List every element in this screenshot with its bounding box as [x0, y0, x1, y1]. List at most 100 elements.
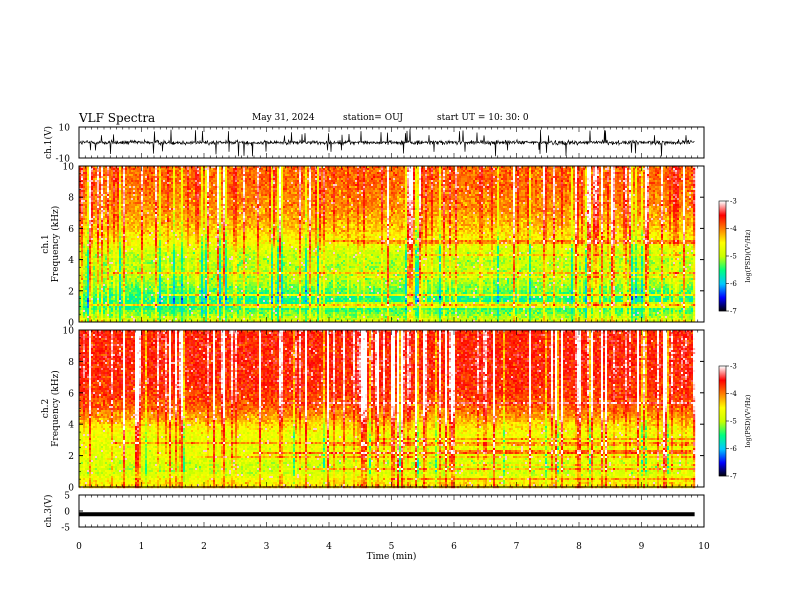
ch1-spectrogram-cell	[137, 304, 139, 306]
ch1-spectrogram-cell	[165, 288, 167, 290]
ch1-spectrogram-cell	[163, 270, 165, 272]
ch1-spectrogram-cell	[139, 218, 141, 220]
ch1-spectrogram-cell	[149, 244, 151, 246]
ch1-spectrogram-cell	[101, 244, 103, 246]
ch1-spectrogram-cell	[135, 282, 137, 284]
ch1-spectrogram-cell	[129, 246, 131, 248]
ch1-spectrogram-cell	[161, 230, 163, 232]
ch1-spectrogram-cell	[131, 316, 133, 318]
ch1-spectrogram-cell	[99, 280, 101, 282]
ch1-spectrogram-cell	[89, 252, 91, 254]
ch1-spectrogram-cell	[159, 292, 161, 294]
ch1-spectrogram-cell	[165, 280, 167, 282]
ch1-spectrogram-cell	[137, 274, 139, 276]
ch1-spectrogram-cell	[123, 272, 125, 274]
ch1-spectrogram-cell	[101, 226, 103, 228]
ch1-spectrogram-cell	[145, 244, 147, 246]
ch1-spectrogram-cell	[115, 202, 117, 204]
ch1-spectrogram-cell	[157, 254, 159, 256]
ch1-spectrogram-cell	[133, 240, 135, 242]
ch1-spectrogram-cell	[123, 300, 125, 302]
ch1-spectrogram-cell	[137, 192, 139, 194]
ch1-spectrogram-cell	[85, 252, 87, 254]
ch1-spectrogram-cell	[145, 224, 147, 226]
ch1-spectrogram-cell	[85, 258, 87, 260]
ch1-spectrogram-cell	[83, 308, 85, 310]
ch1-spectrogram-cell	[165, 174, 167, 176]
ch1-spectrogram-cell	[159, 278, 161, 280]
ch1-spectrogram-cell	[137, 200, 139, 202]
ch1-spectrogram-cell	[101, 188, 103, 190]
ch1-spectrogram-cell	[89, 198, 91, 200]
ch1-spectrogram-cell	[125, 234, 127, 236]
ch1-spectrogram-cell	[149, 224, 151, 226]
ch1-spectrogram-cell	[111, 234, 113, 236]
ch1-spectrogram-cell	[135, 284, 137, 286]
ch1-spectrogram-cell	[127, 230, 129, 232]
ch1-spectrogram-cell	[101, 304, 103, 306]
ch1-spectrogram-cell	[121, 288, 123, 290]
ch1-spectrogram-cell	[145, 292, 147, 294]
ch1-spectrogram-cell	[117, 318, 119, 320]
ch1-spectrogram-cell	[155, 186, 157, 188]
ch1-spectrogram-cell	[99, 266, 101, 268]
ch1-spectrogram-cell	[157, 242, 159, 244]
ch1-spectrogram-cell	[87, 310, 89, 312]
ch1-spectrogram-cell	[133, 170, 135, 172]
ch1-spectrogram-cell	[87, 252, 89, 254]
ch1-spectrogram-cell	[123, 206, 125, 208]
ch1-spectrogram-cell	[157, 232, 159, 234]
ch1-spectrogram-cell	[117, 240, 119, 242]
ch1-spectrogram-cell	[83, 242, 85, 244]
ch1-spectrogram-cell	[113, 208, 115, 210]
ch1-spectrogram-cell	[155, 204, 157, 206]
ch1-spectrogram-cell	[169, 254, 171, 256]
ch1-spectrogram-cell	[121, 316, 123, 318]
ch1-spectrogram-cell	[115, 252, 117, 254]
ch1-spectrogram-cell	[141, 274, 143, 276]
ch1-spectrogram-cell	[107, 220, 109, 222]
ch1-spectrogram-cell	[127, 310, 129, 312]
ch1-spectrogram-cell	[139, 268, 141, 270]
ch1-spectrogram-cell	[151, 228, 153, 230]
ch1-spectrogram-cell	[93, 314, 95, 316]
ch1-spectrogram-cell	[93, 280, 95, 282]
ch1-spectrogram-cell	[97, 214, 99, 216]
ch1-spectrogram-cell	[95, 206, 97, 208]
ch1-spectrogram-cell	[113, 306, 115, 308]
ch1-spectrogram-cell	[83, 182, 85, 184]
ch1-spectrogram-cell	[135, 222, 137, 224]
ch1-spectrogram-cell	[123, 318, 125, 320]
ch1-spectrogram-cell	[133, 186, 135, 188]
ch1-spectrogram-cell	[93, 194, 95, 196]
ch1-spectrogram-cell	[145, 168, 147, 170]
ch1-spectrogram-cell	[105, 216, 107, 218]
ch1-spectrogram-cell	[111, 242, 113, 244]
ch1-spectrogram-cell	[123, 254, 125, 256]
ch1-spectrogram-cell	[137, 172, 139, 174]
ch1-spectrogram-cell	[91, 178, 93, 180]
ch1-spectrogram-cell	[125, 196, 127, 198]
ch1-spectrogram-cell	[97, 224, 99, 226]
ch1-spectrogram-cell	[141, 194, 143, 196]
ch1-spectrogram-cell	[125, 178, 127, 180]
ch1-spectrogram-cell	[97, 248, 99, 250]
ch1-spectrogram-cell	[145, 302, 147, 304]
ch1-spectrogram-cell	[157, 252, 159, 254]
ch1-spectrogram-cell	[141, 250, 143, 252]
ch1-spectrogram-cell	[125, 316, 127, 318]
ch1-spectrogram-cell	[99, 290, 101, 292]
ch1-spectrogram-cell	[107, 172, 109, 174]
ch1-spectrogram-cell	[109, 278, 111, 280]
ch1-spectrogram-cell	[159, 288, 161, 290]
ch1-spectrogram-cell	[123, 240, 125, 242]
ch1-spectrogram-cell	[139, 192, 141, 194]
ch1-spectrogram-cell	[99, 232, 101, 234]
ch1-spectrogram-cell	[169, 168, 171, 170]
ch1-spectrogram-cell	[133, 294, 135, 296]
ch1-spectrogram-cell	[99, 202, 101, 204]
ch1-spectrogram-cell	[93, 238, 95, 240]
ch1-spectrogram-cell	[101, 204, 103, 206]
ch1-spectrogram-cell	[97, 190, 99, 192]
ch1-spectrogram-cell	[169, 192, 171, 194]
